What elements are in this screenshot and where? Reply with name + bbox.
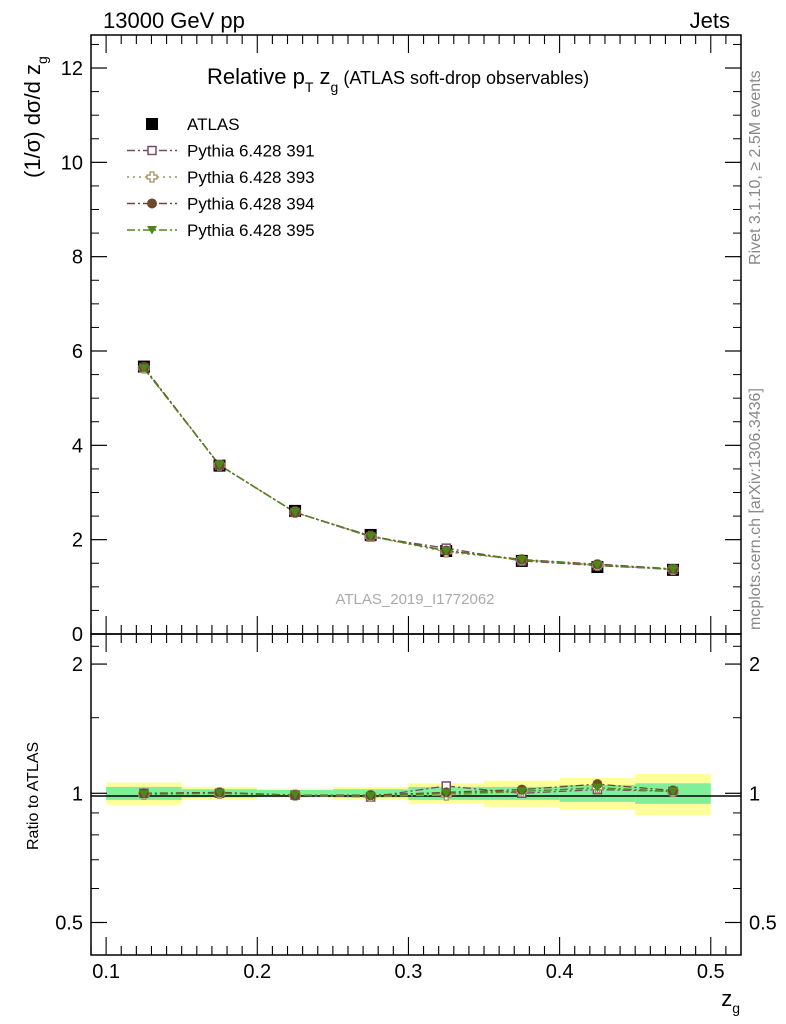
header-right: Jets xyxy=(690,8,730,33)
ratio-y-tick-label-right: 2 xyxy=(749,654,760,676)
y-tick-label: 10 xyxy=(61,152,83,174)
legend-marker xyxy=(147,226,157,235)
ratio-data-point xyxy=(592,783,603,793)
title-z: z xyxy=(313,64,330,89)
x-tick-label: 0.2 xyxy=(243,961,271,983)
y-tick-label: 0 xyxy=(72,624,83,646)
legend-label: Pythia 6.428 393 xyxy=(187,168,315,187)
ratio-data-point xyxy=(516,787,527,796)
ylabel-sub: g xyxy=(34,56,50,64)
mc-data-point xyxy=(290,508,301,517)
legend-marker xyxy=(146,118,158,130)
main-y-axis: 0 2 4 6 8 10 12 xyxy=(61,43,741,646)
y-tick-label: 2 xyxy=(72,530,83,552)
ratio-y-tick-label-right: 0.5 xyxy=(749,912,777,934)
x-tick-label: 0.4 xyxy=(546,961,574,983)
main-x-ticks xyxy=(90,35,727,634)
main-y-label: (1/σ) dσ/d zg xyxy=(20,56,50,178)
title-rest: (ATLAS soft-drop observables) xyxy=(338,68,589,88)
legend-marker xyxy=(146,171,158,183)
ratio-data-point xyxy=(365,792,376,801)
title-sub-T: T xyxy=(305,79,314,95)
ratio-plot-panel: 0.5 0.5 1 1 2 2 0.1 0.2 0.3 0.4 0.5 Ratio to ATLA… xyxy=(25,633,777,1016)
ratio-y-tick-label: 0.5 xyxy=(55,912,83,934)
ratio-plot-frame xyxy=(90,633,742,956)
ratio-data-point xyxy=(290,791,301,800)
ratio-y-tick-label: 2 xyxy=(72,654,83,676)
side-text-rivet: Rivet 3.1.10, ≥ 2.5M events xyxy=(747,70,764,265)
legend: ATLAS Pythia 6.428 391 Pythia 6.428 393 Pyt… xyxy=(127,115,315,240)
ratio-x-axis: 0.1 0.2 0.3 0.4 0.5 xyxy=(90,634,727,983)
title-sub-g: g xyxy=(331,79,339,95)
ratio-y-tick-label-right: 1 xyxy=(749,783,760,805)
ratio-series-group xyxy=(138,779,679,802)
main-series-group xyxy=(137,360,679,576)
ratio-data-point xyxy=(441,789,452,798)
ratio-y-label: Ratio to ATLAS xyxy=(25,742,42,850)
ratio-data-point xyxy=(667,787,678,796)
ylabel-main: (1/σ) dσ/d z xyxy=(20,64,45,178)
title-main: Relative p xyxy=(207,64,305,89)
header-left: 13000 GeV pp xyxy=(103,8,245,33)
legend-marker xyxy=(147,145,157,156)
y-tick-label: 8 xyxy=(72,247,83,269)
xlabel-sub: g xyxy=(732,1000,740,1016)
xlabel-main: z xyxy=(721,986,732,1011)
y-tick-label: 6 xyxy=(72,341,83,363)
x-tick-label: 0.3 xyxy=(395,961,423,983)
legend-label: Pythia 6.428 391 xyxy=(187,142,315,161)
legend-label: Pythia 6.428 395 xyxy=(187,221,315,240)
mc-data-point xyxy=(138,364,149,373)
analysis-watermark: ATLAS_2019_I1772062 xyxy=(335,591,494,608)
side-text-mcplots: mcplots.cern.ch [arXiv:1306.3436] xyxy=(747,388,764,630)
mc-data-point xyxy=(365,532,376,541)
mc-data-point xyxy=(214,461,225,470)
mc-data-point xyxy=(592,561,603,570)
series-line xyxy=(143,366,674,570)
x-tick-label: 0.1 xyxy=(92,961,120,983)
ratio-y-tick-label: 1 xyxy=(72,783,83,805)
mc-data-point xyxy=(516,555,527,565)
ratio-uncertainty-bands xyxy=(106,773,711,816)
x-tick-label: 0.5 xyxy=(697,961,725,983)
y-tick-label: 12 xyxy=(61,58,83,80)
legend-marker xyxy=(147,198,157,209)
ratio-y-axis: 0.5 0.5 1 1 2 2 xyxy=(55,645,777,934)
legend-label: Pythia 6.428 394 xyxy=(187,195,315,214)
plot-title: Relative pT zg (ATLAS soft-drop observab… xyxy=(207,64,589,95)
ratio-data-point xyxy=(138,790,149,799)
series-line xyxy=(143,368,674,571)
mc-data-point xyxy=(667,565,678,574)
ratio-data-point xyxy=(214,789,225,798)
x-axis-label: zg xyxy=(721,986,740,1016)
y-tick-label: 4 xyxy=(72,435,83,457)
legend-label: ATLAS xyxy=(187,115,240,134)
series-line xyxy=(143,367,674,571)
mc-data-point xyxy=(441,546,452,556)
